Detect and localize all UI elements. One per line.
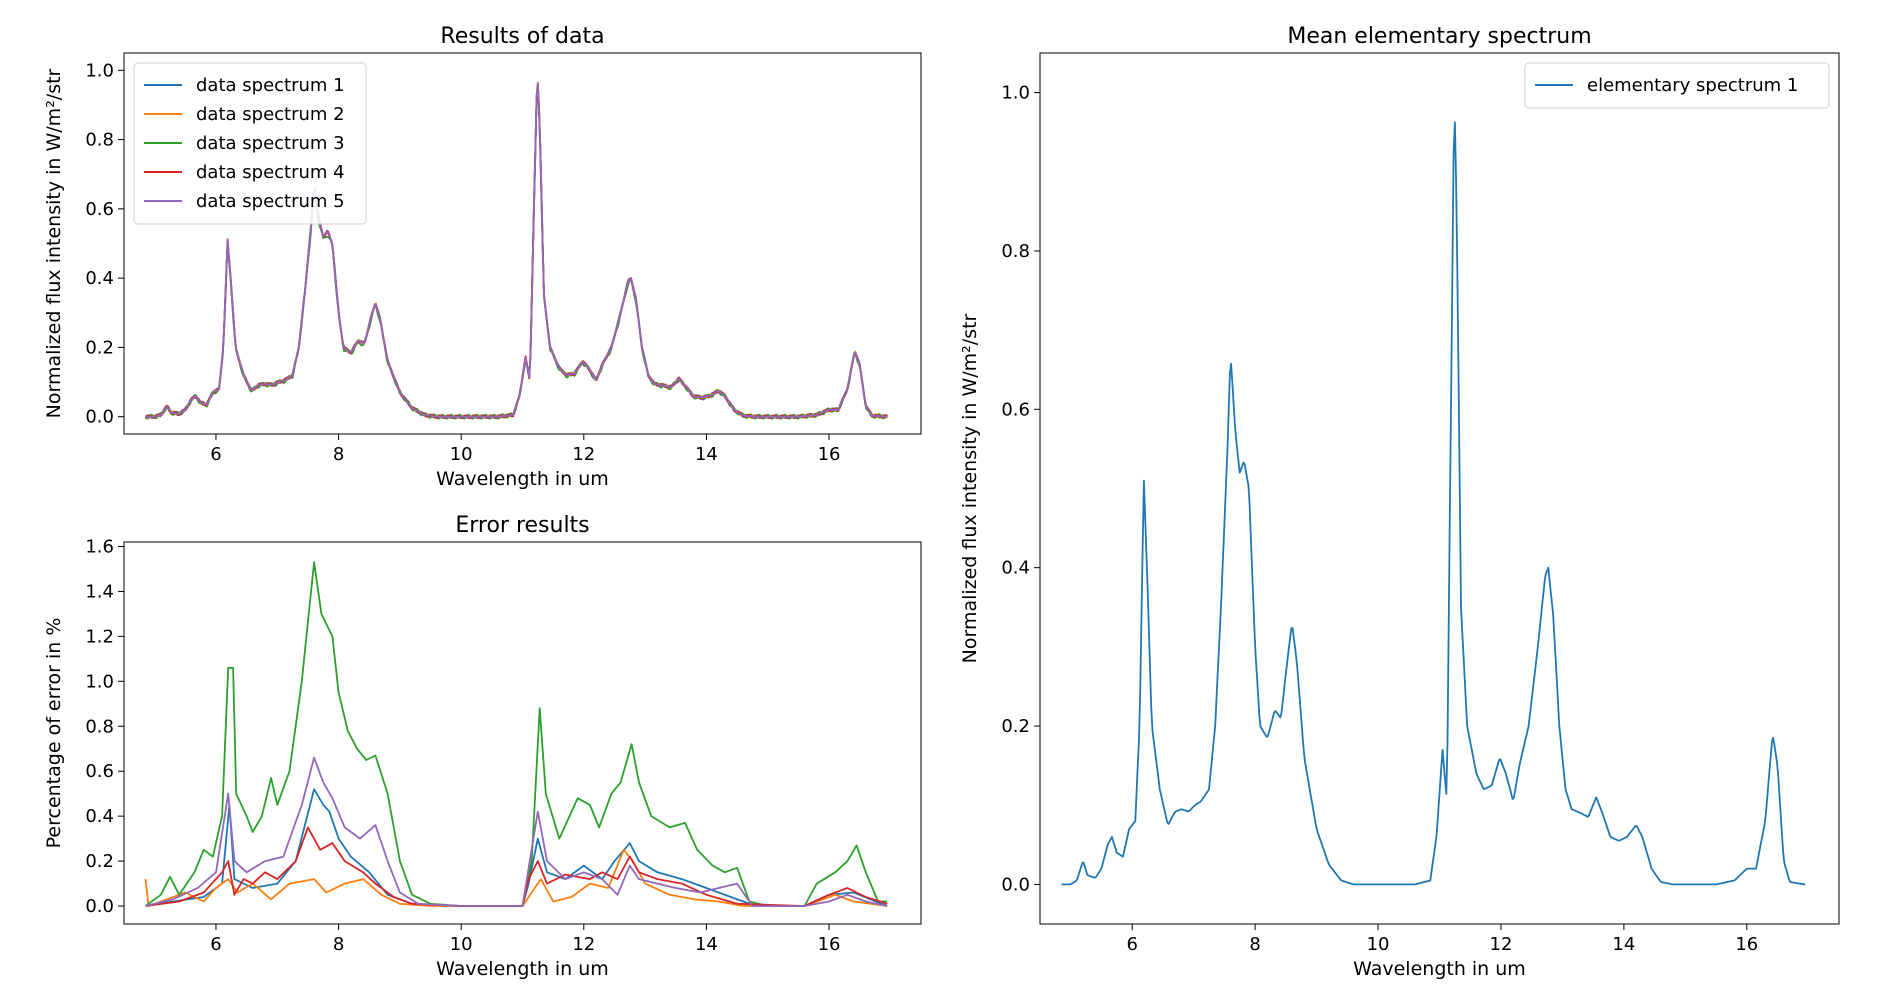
series-line-3 xyxy=(144,561,888,907)
legend-box xyxy=(133,62,367,225)
y-axis-label: Percentage of error in % xyxy=(43,618,65,849)
y-tick-label: 0.6 xyxy=(85,761,114,782)
y-tick-label: 0.2 xyxy=(85,851,114,872)
series-line-1 xyxy=(1061,121,1806,886)
y-tick-label: 1.0 xyxy=(85,671,114,692)
legend: elementary spectrum 1 xyxy=(1524,62,1830,109)
y-tick-label: 0.4 xyxy=(85,268,114,289)
legend-label: data spectrum 1 xyxy=(196,75,345,96)
legend-label: data spectrum 2 xyxy=(196,104,345,125)
y-tick-label: 0.6 xyxy=(85,199,114,220)
subplot-1: 6 8 10 12 14 16 0.0 0.2 0.4 0.6 0.8 1.0 Results of d… xyxy=(43,24,922,490)
legend: data spectrum 1 data spectrum 2 data spect… xyxy=(133,62,367,225)
x-tick-label: 6 xyxy=(210,444,221,465)
subplot-2: 6 8 10 12 14 16 0.0 0.2 0.4 0.6 0.8 1.0 1.2 1.4 1.6 Err… xyxy=(43,513,922,980)
chart-title: Error results xyxy=(455,513,589,538)
x-tick-label: 16 xyxy=(818,444,841,465)
axes-frame xyxy=(123,541,922,925)
legend-box xyxy=(1524,62,1830,109)
x-tick-label: 10 xyxy=(450,934,473,955)
y-tick-label: 0.2 xyxy=(1001,716,1030,737)
x-tick-label: 16 xyxy=(818,934,841,955)
y-tick-label: 0.0 xyxy=(85,407,114,428)
y-axis-label: Normalized flux intensity in W/m²/str xyxy=(43,68,65,418)
legend-label: data spectrum 5 xyxy=(196,191,345,212)
y-tick-label: 0.4 xyxy=(85,806,114,827)
x-tick-label: 10 xyxy=(450,444,473,465)
series-line-5 xyxy=(145,756,888,907)
x-tick-label: 12 xyxy=(572,444,595,465)
x-axis-label: Wavelength in um xyxy=(1353,958,1526,980)
x-tick-label: 14 xyxy=(695,934,718,955)
y-tick-label: 0.8 xyxy=(85,130,114,151)
x-tick-label: 12 xyxy=(1490,934,1513,955)
subplot-3: 6 8 10 12 14 16 0.0 0.2 0.4 0.6 0.8 1.0 Mean element… xyxy=(959,24,1840,980)
y-tick-label: 1.2 xyxy=(85,626,114,647)
plot-area xyxy=(144,561,888,907)
y-tick-label: 1.4 xyxy=(85,581,114,602)
y-tick-label: 1.6 xyxy=(85,536,114,557)
axes-frame xyxy=(123,52,922,435)
series-line-2 xyxy=(144,848,888,907)
y-tick-label: 1.0 xyxy=(85,60,114,81)
y-tick-label: 0.8 xyxy=(1001,241,1030,262)
x-tick-label: 14 xyxy=(1612,934,1635,955)
plot-area xyxy=(1061,121,1806,886)
x-axis-label: Wavelength in um xyxy=(436,468,609,490)
x-tick-label: 6 xyxy=(210,934,221,955)
x-tick-label: 8 xyxy=(1249,934,1260,955)
chart-title: Mean elementary spectrum xyxy=(1287,24,1591,49)
y-tick-label: 0.0 xyxy=(85,896,114,917)
x-tick-label: 12 xyxy=(572,934,595,955)
series-line-5 xyxy=(145,82,888,418)
legend-label: elementary spectrum 1 xyxy=(1587,75,1798,96)
x-tick-label: 10 xyxy=(1367,934,1390,955)
x-tick-label: 8 xyxy=(333,934,344,955)
x-tick-label: 16 xyxy=(1735,934,1758,955)
x-axis-label: Wavelength in um xyxy=(436,958,609,980)
y-tick-label: 0.0 xyxy=(1001,874,1030,895)
y-tick-label: 1.0 xyxy=(1001,83,1030,104)
y-axis-label: Normalized flux intensity in W/m²/str xyxy=(959,313,981,663)
x-tick-label: 6 xyxy=(1126,934,1137,955)
y-tick-label: 0.8 xyxy=(85,716,114,737)
x-tick-label: 14 xyxy=(695,444,718,465)
plot-area xyxy=(144,81,888,420)
series-line-1 xyxy=(145,788,888,907)
y-tick-label: 0.4 xyxy=(1001,558,1030,579)
chart-title: Results of data xyxy=(440,24,604,49)
y-tick-label: 0.6 xyxy=(1001,399,1030,420)
legend-label: data spectrum 3 xyxy=(196,133,345,154)
legend-label: data spectrum 4 xyxy=(196,162,345,183)
x-tick-label: 8 xyxy=(333,444,344,465)
y-tick-label: 0.2 xyxy=(85,337,114,358)
axes-frame xyxy=(1039,52,1840,925)
